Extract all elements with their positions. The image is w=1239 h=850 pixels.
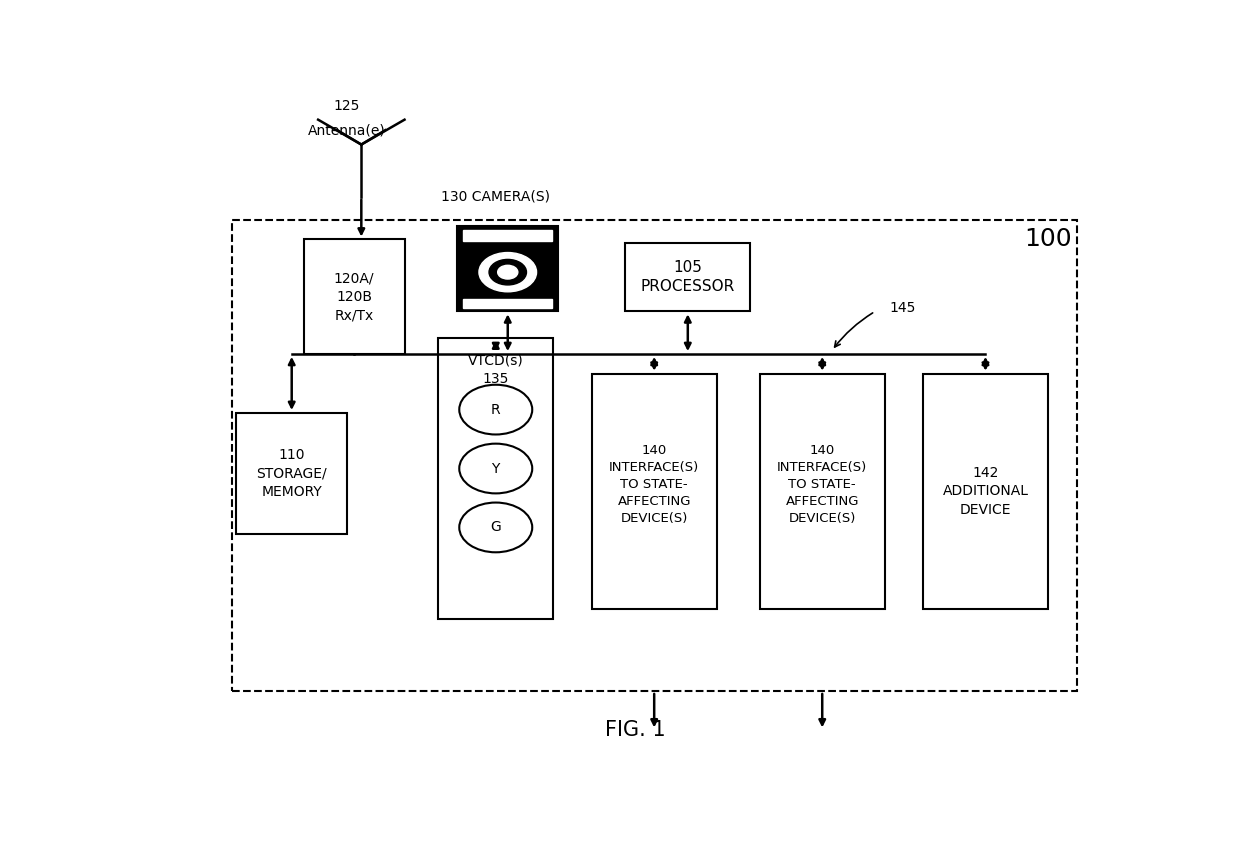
Bar bbox=[439, 337, 554, 619]
Circle shape bbox=[479, 252, 536, 292]
Circle shape bbox=[498, 265, 518, 279]
Bar bbox=[232, 220, 1077, 691]
Circle shape bbox=[460, 502, 533, 552]
Circle shape bbox=[460, 385, 533, 434]
Bar bbox=[760, 374, 885, 609]
Text: Y: Y bbox=[492, 462, 501, 475]
Bar bbox=[304, 240, 404, 354]
Bar bbox=[923, 374, 1048, 609]
Text: 130 CAMERA(S): 130 CAMERA(S) bbox=[441, 190, 550, 203]
Circle shape bbox=[460, 444, 533, 493]
Text: 120A/
120B
Rx/Tx: 120A/ 120B Rx/Tx bbox=[333, 271, 374, 322]
Bar bbox=[626, 243, 751, 311]
Text: 125: 125 bbox=[333, 99, 361, 113]
Bar bbox=[463, 230, 553, 241]
Text: Antenna(e): Antenna(e) bbox=[309, 123, 385, 138]
Text: 140
INTERFACE(S)
TO STATE-
AFFECTING
DEVICE(S): 140 INTERFACE(S) TO STATE- AFFECTING DEV… bbox=[777, 445, 867, 525]
Text: VTCD(s)
135: VTCD(s) 135 bbox=[468, 354, 524, 387]
Bar bbox=[237, 413, 347, 534]
Text: G: G bbox=[491, 520, 501, 535]
Text: R: R bbox=[491, 403, 501, 416]
Text: 100: 100 bbox=[1025, 228, 1072, 252]
Bar bbox=[463, 299, 553, 308]
Bar bbox=[457, 226, 558, 311]
Circle shape bbox=[489, 259, 527, 285]
Text: 142
ADDITIONAL
DEVICE: 142 ADDITIONAL DEVICE bbox=[943, 466, 1028, 517]
Text: FIG. 1: FIG. 1 bbox=[605, 720, 665, 740]
Text: 105
PROCESSOR: 105 PROCESSOR bbox=[641, 260, 735, 294]
Bar bbox=[592, 374, 716, 609]
Text: 145: 145 bbox=[890, 301, 916, 315]
Text: 140
INTERFACE(S)
TO STATE-
AFFECTING
DEVICE(S): 140 INTERFACE(S) TO STATE- AFFECTING DEV… bbox=[610, 445, 699, 525]
Text: 110
STORAGE/
MEMORY: 110 STORAGE/ MEMORY bbox=[256, 448, 327, 499]
